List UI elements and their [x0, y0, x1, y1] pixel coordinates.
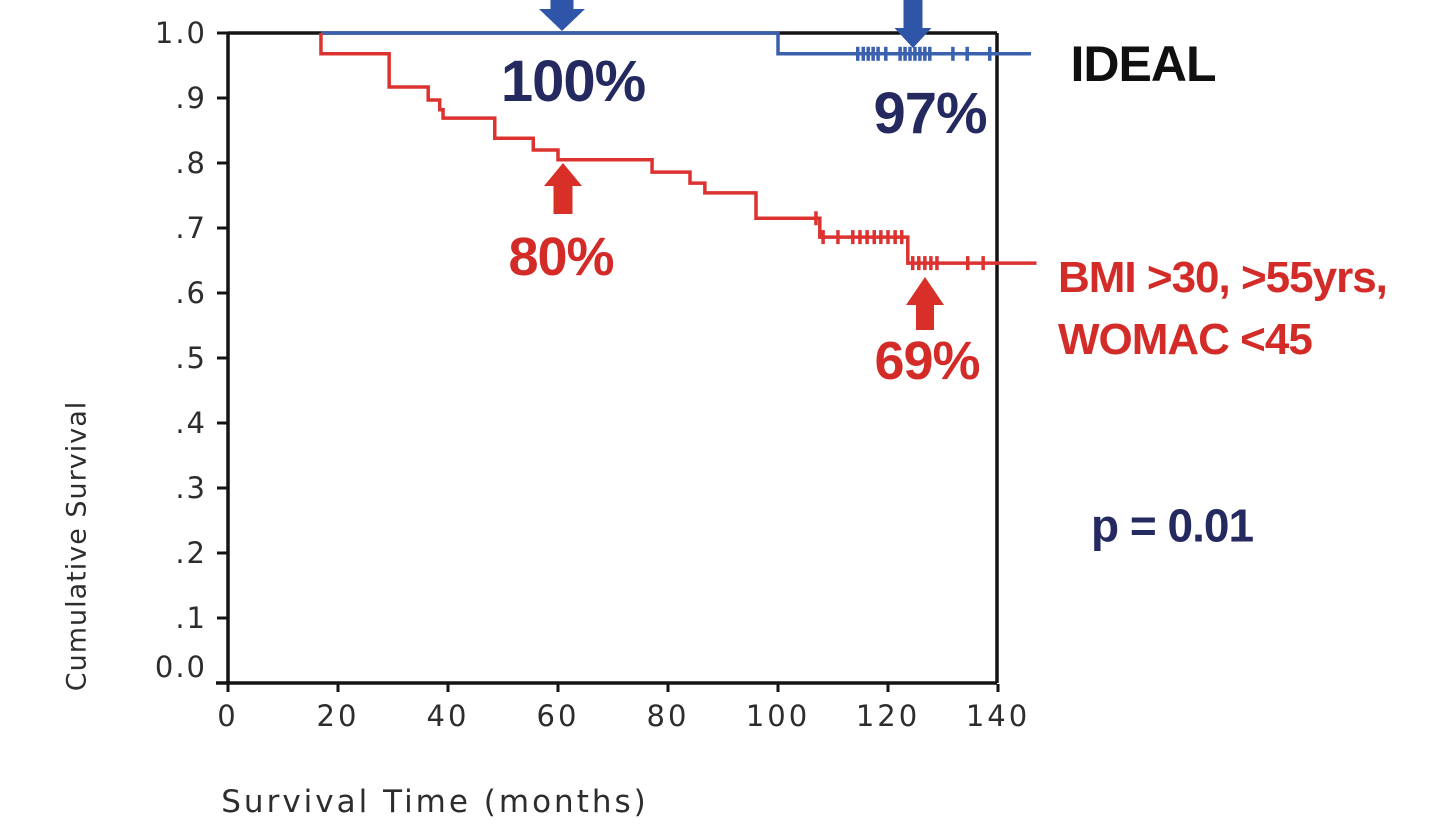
- y-axis-title: Cumulative Survival: [61, 400, 93, 692]
- y-tick-label: .2: [175, 536, 207, 570]
- x-tick-label: 60: [537, 699, 580, 733]
- blue-arrow-100: [539, 0, 585, 31]
- y-tick-label: .9: [175, 81, 207, 115]
- x-tick-label: 0: [217, 699, 238, 733]
- x-axis-title: Survival Time (months): [221, 784, 649, 820]
- y-tick-label: 1.0: [155, 16, 207, 50]
- survival-curve-risk-group: [319, 33, 1037, 265]
- annotation-p-value: p = 0.01: [1090, 499, 1254, 552]
- y-tick-label: 0.0: [155, 650, 207, 684]
- y-tick-label: .6: [175, 276, 207, 310]
- x-tick-label: 40: [427, 699, 470, 733]
- x-tick-label: 120: [856, 699, 920, 733]
- x-tick-label: 100: [746, 699, 810, 733]
- y-tick-label: .4: [175, 406, 207, 440]
- x-tick-label: 140: [966, 699, 1030, 733]
- annotation-label-ideal: IDEAL: [1070, 35, 1217, 92]
- annotation-pct-69: 69%: [874, 330, 980, 391]
- y-tick-label: .8: [175, 146, 207, 180]
- red-arrow-69: [906, 277, 944, 330]
- annotation-pct-80: 80%: [508, 226, 614, 287]
- annotation-label-risk-group: BMI >30, >55yrs, WOMAC <45: [1058, 253, 1388, 365]
- annotation-pct-97: 97%: [873, 81, 987, 147]
- red-arrow-80: [544, 163, 582, 214]
- annotation-pct-100: 100%: [500, 49, 646, 115]
- y-tick-label: .1: [175, 601, 207, 635]
- y-tick-label: .7: [175, 211, 207, 245]
- x-tick-label: 20: [317, 699, 360, 733]
- y-tick-label: .3: [175, 471, 207, 505]
- blue-arrow-97: [894, 0, 932, 48]
- x-tick-label: 80: [647, 699, 690, 733]
- y-tick-label: .5: [175, 341, 207, 375]
